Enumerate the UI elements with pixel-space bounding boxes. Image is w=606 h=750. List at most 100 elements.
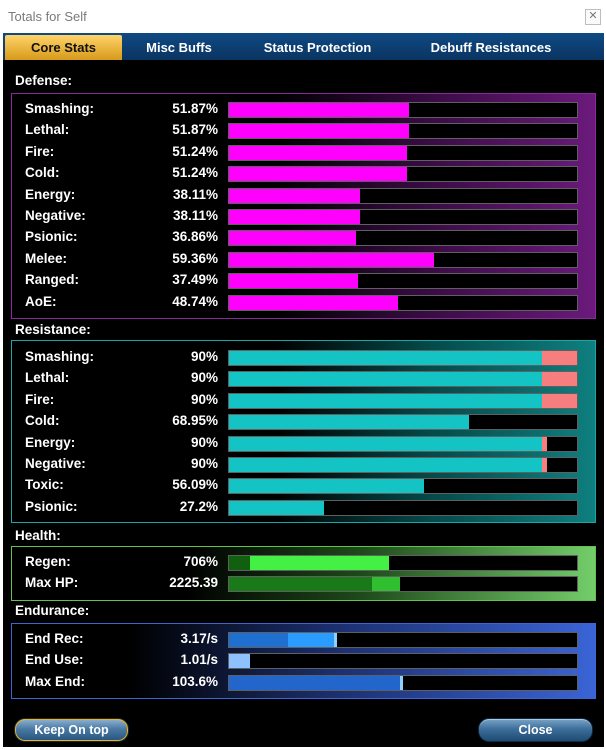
tab-bar: Core Stats Misc Buffs Status Protection … (3, 33, 604, 60)
stat-value: 90% (190, 456, 218, 471)
stat-bar-fill (229, 393, 543, 408)
stat-label: Lethal: (25, 370, 70, 386)
close-button[interactable]: Close (478, 718, 593, 742)
stat-bar-fill (229, 210, 360, 224)
stat-value: 59.36% (172, 250, 218, 266)
defense-row: Negative: 38.11% (12, 206, 595, 227)
stat-label: AoE: (25, 293, 57, 309)
stat-bar-fill (229, 458, 543, 472)
stat-bar (228, 144, 578, 161)
stat-bar (228, 166, 578, 183)
stat-bar (228, 457, 578, 473)
defense-row: AoE: 48.74% (12, 292, 595, 313)
stat-bar-overcap (542, 393, 577, 408)
stat-bar-fill (229, 415, 469, 430)
health-panel: Regen: 706% Max HP: 2225.39 (11, 546, 596, 601)
stat-bar-fill (229, 124, 410, 139)
stat-value: 56.09% (172, 477, 218, 493)
stat-label: Max End: (25, 673, 86, 689)
defense-row: Lethal: 51.87% (12, 120, 595, 141)
stat-value: 37.49% (172, 272, 218, 288)
tab-debuff-resistances[interactable]: Debuff Resistances (430, 40, 552, 55)
stat-bar-fill (229, 351, 543, 365)
stat-bar-fill (229, 103, 410, 117)
stat-label: Lethal: (25, 122, 70, 138)
stat-bar-fill (229, 577, 400, 592)
defense-row: Fire: 51.24% (12, 142, 595, 163)
stat-bar (228, 632, 578, 648)
stat-label: Max HP: (25, 575, 79, 591)
stat-value: 1.01/s (180, 652, 218, 668)
stat-bar-overcap (542, 436, 548, 451)
stat-label: Energy: (25, 186, 76, 202)
close-window-button[interactable]: ✕ (585, 9, 601, 25)
stat-bar (228, 674, 578, 691)
stat-bar (228, 653, 578, 670)
stat-value: 103.6% (172, 673, 218, 689)
stat-bar-fill (229, 167, 408, 182)
stat-bar-fill (229, 295, 399, 310)
stat-bar-overcap (542, 372, 577, 387)
stat-value: 2225.39 (169, 575, 218, 591)
stat-bar (228, 350, 578, 366)
defense-section-title: Defense: (15, 73, 73, 88)
stat-label: Fire: (25, 143, 55, 159)
resistance-row: Toxic: 56.09% (12, 475, 595, 496)
stat-bar (228, 414, 578, 431)
stat-bar (228, 435, 578, 452)
stat-value: 38.11% (172, 186, 218, 202)
defense-row: Melee: 59.36% (12, 249, 595, 270)
stat-bar-fill (229, 252, 435, 267)
tab-status-protection[interactable]: Status Protection (263, 40, 372, 55)
tab-misc-buffs[interactable]: Misc Buffs (146, 40, 212, 55)
window-title: Totals for Self (8, 9, 87, 24)
stat-label: Psionic: (25, 498, 78, 514)
stat-bar-highlight (371, 577, 400, 592)
resistance-row: Smashing: 90% (12, 347, 595, 368)
stat-label: Melee: (25, 250, 68, 266)
stat-bar-fill (229, 654, 250, 669)
stat-bar-marker (400, 675, 403, 690)
stat-label: Smashing: (25, 349, 95, 364)
stat-value: 90% (190, 391, 218, 407)
stat-label: End Rec: (25, 631, 84, 646)
defense-row: Energy: 38.11% (12, 185, 595, 206)
endurance-row: Max End: 103.6% (12, 672, 595, 693)
health-row: Max HP: 2225.39 (12, 573, 595, 594)
stat-value: 68.95% (172, 413, 218, 429)
resistance-section-title: Resistance: (15, 322, 91, 337)
stat-label: Cold: (25, 165, 60, 181)
endurance-row: End Rec: 3.17/s (12, 629, 595, 650)
tab-core-stats[interactable]: Core Stats (5, 35, 122, 60)
stat-bar (228, 102, 578, 118)
stat-value: 27.2% (179, 498, 218, 514)
stat-bar (228, 251, 578, 268)
stat-bar (228, 555, 578, 571)
defense-panel: Smashing: 51.87% Lethal: 51.87% Fire: 51.24% C… (11, 93, 596, 319)
stat-label: Cold: (25, 413, 60, 429)
stat-bar-fill (229, 675, 403, 690)
stat-value: 38.11% (172, 208, 218, 223)
keep-on-top-button[interactable]: Keep On top (14, 718, 129, 742)
stat-bar-fill (229, 145, 408, 160)
stat-bar-fill (229, 436, 543, 451)
stat-bar (228, 187, 578, 204)
stat-label: Ranged: (25, 272, 79, 288)
stat-label: Fire: (25, 391, 55, 407)
stat-label: Negative: (25, 208, 86, 223)
stat-bar (228, 478, 578, 495)
stat-bar (228, 499, 578, 516)
stat-bar-marker (333, 633, 337, 647)
stat-bar (228, 576, 578, 593)
endurance-panel: End Rec: 3.17/s End Use: 1.01/s Max End: 103.… (11, 623, 596, 700)
stat-label: Negative: (25, 456, 86, 471)
resistance-row: Negative: 90% (12, 454, 595, 475)
stat-bar (228, 209, 578, 225)
stat-bar (228, 123, 578, 140)
defense-row: Ranged: 37.49% (12, 270, 595, 291)
resistance-row: Fire: 90% (12, 390, 595, 411)
defense-row: Psionic: 36.86% (12, 227, 595, 248)
endurance-section-title: Endurance: (15, 603, 90, 618)
stat-label: Toxic: (25, 477, 64, 493)
stat-bar-fill (229, 231, 356, 246)
